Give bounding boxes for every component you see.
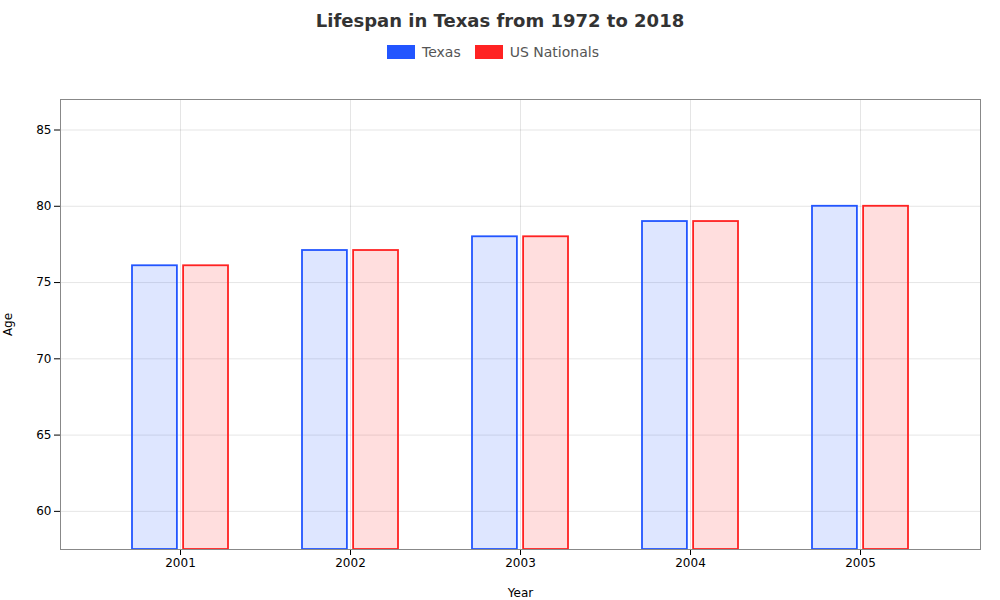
html-text:US Nationals: US Nationals — [509, 43, 599, 60]
svg-text:Year: Year — [507, 586, 533, 600]
svg-text:2004: 2004 — [675, 556, 706, 570]
svg-text:85: 85 — [36, 123, 51, 137]
svg-text:75: 75 — [36, 275, 51, 289]
svg-text:60: 60 — [36, 504, 51, 518]
svg-text:70: 70 — [36, 352, 51, 366]
svg-text:Age: Age — [1, 313, 15, 336]
svg-text:2002: 2002 — [335, 556, 366, 570]
svg-text:2001: 2001 — [165, 556, 196, 570]
svg-text:80: 80 — [36, 199, 51, 213]
html-text:Texas: Texas — [422, 43, 461, 60]
html-text:Lifespan in Texas from 1972 to: Lifespan in Texas from 1972 to 2018 — [315, 10, 685, 31]
svg-text:2005: 2005 — [845, 556, 876, 570]
svg-text:2003: 2003 — [505, 556, 536, 570]
svg-text:65: 65 — [36, 428, 51, 442]
